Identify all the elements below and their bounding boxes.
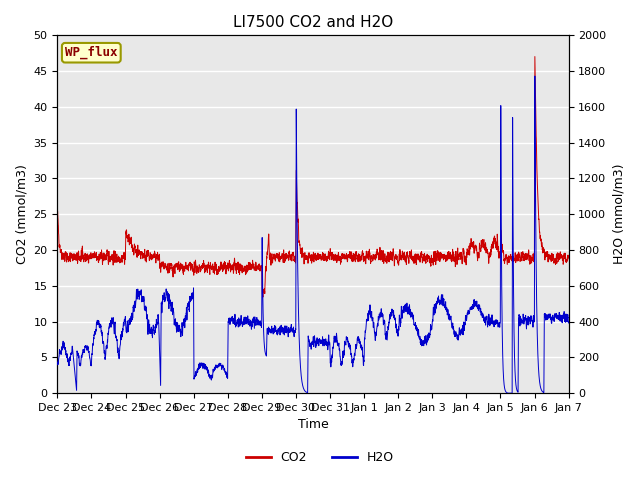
Title: LI7500 CO2 and H2O: LI7500 CO2 and H2O [233,15,393,30]
Legend: CO2, H2O: CO2, H2O [241,446,399,469]
X-axis label: Time: Time [298,419,328,432]
Y-axis label: H2O (mmol/m3): H2O (mmol/m3) [612,164,625,264]
Y-axis label: CO2 (mmol/m3): CO2 (mmol/m3) [15,164,28,264]
Text: WP_flux: WP_flux [65,46,118,60]
